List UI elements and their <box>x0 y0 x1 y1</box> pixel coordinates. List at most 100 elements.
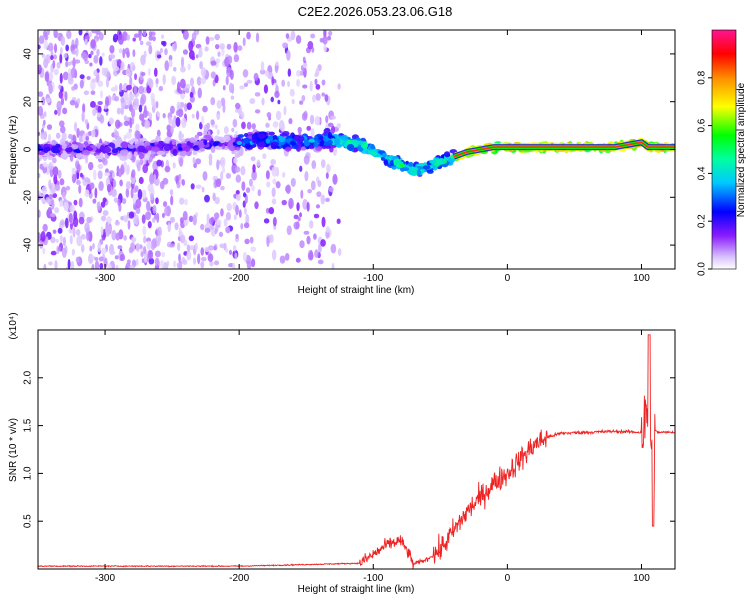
spectrogram-noise-cell <box>131 117 135 125</box>
spectrogram-noise-cell <box>71 248 75 256</box>
spectrogram-noise-cell <box>219 243 226 249</box>
spectrogram-noise-cell <box>227 55 233 65</box>
spectrogram-noise-cell <box>80 233 86 240</box>
colorbar-tick-label: 0.0 <box>697 262 708 276</box>
colorbar-tick-label: 0.8 <box>697 70 708 84</box>
spectrogram-ridge-cell <box>60 152 69 160</box>
spectrogram-noise-cell <box>148 44 153 55</box>
spectrogram-noise-cell <box>91 263 95 269</box>
spectrogram-noise-cell <box>225 211 232 221</box>
spectrogram-noise-cell <box>70 260 75 269</box>
spectrogram-noise-cell <box>154 257 160 267</box>
spectrogram-noise-cell <box>161 212 165 218</box>
spectrogram-ridge-cell <box>210 146 216 154</box>
spectrogram-ridge-cell <box>120 141 129 148</box>
spectrogram-noise-cell <box>140 71 146 76</box>
spectrogram-noise-cell <box>94 260 100 269</box>
spectrogram-noise-cell <box>281 79 286 87</box>
spectrogram-noise-cell <box>169 216 175 223</box>
spectrogram-noise-cell <box>52 192 58 199</box>
spectrogram-noise-cell <box>82 103 86 114</box>
spectrogram-noise-cell <box>53 174 58 185</box>
spectrogram-noise-cell <box>270 96 275 103</box>
spectrogram-noise-cell <box>51 198 55 210</box>
spectrogram-noise-cell <box>235 192 241 201</box>
spectrogram-noise-cell <box>223 126 229 135</box>
spectrogram-noise-cell <box>250 246 257 252</box>
spectrogram-noise-cell <box>176 81 181 93</box>
spectrogram-noise-cell <box>119 82 123 93</box>
spectrogram-noise-cell <box>171 75 177 86</box>
spectrogram-ridge-cell <box>272 134 278 141</box>
spectrogram-noise-cell <box>111 188 117 198</box>
spectrogram-noise-cell <box>131 236 137 243</box>
spectrogram-noise-cell <box>177 242 181 252</box>
spectrogram-ridge-cell <box>294 135 299 141</box>
spectrogram-noise-cell <box>120 97 125 104</box>
spectrogram-noise-cell <box>233 157 238 164</box>
spectrogram-noise-cell <box>62 236 66 247</box>
spectrogram-ridge-cell <box>138 152 145 160</box>
spectrogram-noise-cell <box>317 180 322 188</box>
spectrogram-noise-cell <box>293 214 299 220</box>
spectrogram-noise-cell <box>181 179 186 186</box>
spectrogram-noise-cell <box>283 105 287 116</box>
spectrogram-noise-cell <box>321 79 326 86</box>
spectrogram-noise-cell <box>78 135 84 143</box>
spectrogram-ridge-cell <box>327 131 333 139</box>
spectrogram-noise-cell <box>43 40 48 50</box>
spectrogram-noise-cell <box>88 53 92 59</box>
spectrogram-noise-cell <box>302 62 308 69</box>
spectrogram-noise-cell <box>317 259 324 265</box>
spectrogram-noise-cell <box>200 115 205 125</box>
spectrogram-noise-cell <box>91 78 97 83</box>
spectrogram-noise-cell <box>238 209 242 218</box>
spectrogram-ridge-cell <box>268 131 275 136</box>
spectrogram-noise-cell <box>55 238 59 243</box>
colorbar-tick-label: 0.2 <box>697 214 708 228</box>
spectrogram-noise-cell <box>89 62 93 67</box>
spectrogram-noise-cell <box>216 113 221 121</box>
spectrogram-noise-cell <box>287 80 291 87</box>
spectrogram-noise-cell <box>299 240 305 249</box>
spectrogram-noise-cell <box>330 243 337 254</box>
spectrogram-noise-cell <box>145 41 152 46</box>
spectrogram-noise-cell <box>122 48 126 59</box>
spectrogram-noise-cell <box>223 218 228 227</box>
spectrogram-noise-cell <box>241 121 246 130</box>
spectrogram-ridge-cell <box>82 149 91 156</box>
spectrogram-noise-cell <box>157 226 162 237</box>
spectrogram-noise-cell <box>120 215 124 221</box>
spectrogram-noise-cell <box>204 46 209 52</box>
spectrogram-noise-cell <box>126 34 131 41</box>
spectrogram-ridge-cell <box>87 147 94 152</box>
spectrogram-noise-cell <box>307 251 314 261</box>
spectrogram-noise-cell <box>61 247 67 258</box>
spectrogram-noise-cell <box>124 97 131 105</box>
spectrogram-noise-cell <box>196 76 202 86</box>
spectrogram-noise-cell <box>179 78 186 89</box>
spectrogram-noise-cell <box>302 56 306 63</box>
spectrogram-noise-cell <box>245 187 251 193</box>
spectrogram-noise-cell <box>215 178 222 188</box>
spectrogram-ridge-cell <box>102 146 112 154</box>
spectrogram-noise-cell <box>55 132 61 139</box>
spectrogram-noise-cell <box>86 35 90 40</box>
spectrogram-noise-cell <box>76 179 81 185</box>
spectrogram-noise-cell <box>251 170 257 181</box>
spectrogram-noise-cell <box>89 245 93 252</box>
spectrogram-ridge-cell <box>389 160 395 167</box>
spectrogram-noise-cell <box>312 94 316 103</box>
spectrogram-noise-cell <box>200 67 207 77</box>
spectrogram-ridge-cell <box>198 141 205 149</box>
spectrogram-ridge-cell <box>251 134 257 140</box>
spectrogram-noise-cell <box>214 33 220 41</box>
colorbar: 0.0 0.2 0.4 0.6 0.8 Normalized spectral ampl… <box>697 29 747 276</box>
spectrogram-noise-cell <box>217 51 221 57</box>
spectrogram-noise-cell <box>128 128 133 133</box>
spectrogram-ridge-cell <box>437 160 444 165</box>
spectrogram-noise-cell <box>93 69 98 77</box>
spectrogram-noise-cell <box>230 95 235 100</box>
spectrogram-noise-cell <box>52 157 57 164</box>
spectrogram-noise-cell <box>140 40 144 46</box>
